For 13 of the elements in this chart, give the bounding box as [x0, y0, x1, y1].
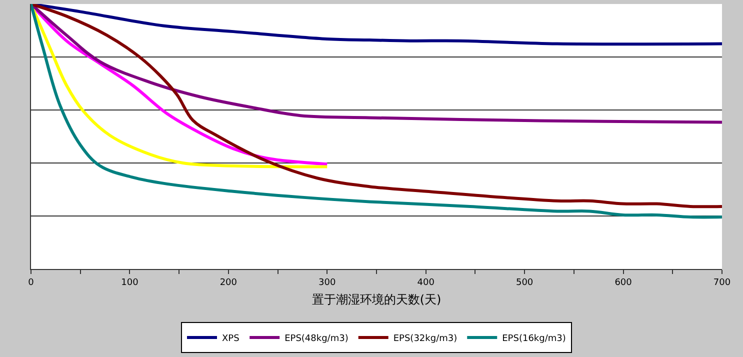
x-tick-label: 400 [417, 278, 435, 288]
x-axis-title: 置于潮湿环境的天数(天) [312, 292, 442, 307]
legend-label: EPS(48kg/m3) [284, 334, 348, 344]
legend-label: EPS(32kg/m3) [393, 334, 458, 344]
x-tick-label: 200 [220, 278, 238, 288]
x-tick-label: 700 [713, 278, 731, 288]
x-tick-label: 0 [28, 278, 34, 288]
legend-label: XPS [222, 334, 240, 344]
x-tick-label: 600 [614, 278, 632, 288]
x-tick-label: 100 [121, 278, 139, 288]
x-tick-label: 500 [516, 278, 534, 288]
x-tick-label: 300 [318, 278, 336, 288]
legend-label: EPS(16kg/m3) [502, 334, 566, 344]
